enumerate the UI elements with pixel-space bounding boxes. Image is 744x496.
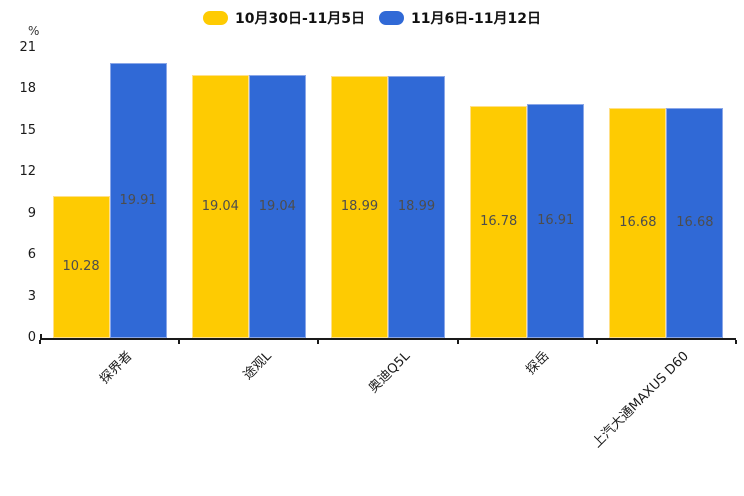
category-label: 探界者: [96, 348, 136, 388]
y-axis-tick-label: 3: [27, 288, 36, 304]
legend-item-1[interactable]: 11月6日-11月12日: [379, 8, 541, 28]
bar[interactable]: [666, 107, 724, 338]
legend: 10月30日-11月5日 11月6日-11月12日: [0, 8, 744, 28]
bar[interactable]: [248, 75, 306, 338]
x-axis-tick: [595, 340, 598, 344]
legend-swatch-icon: [203, 11, 228, 25]
y-axis-tick-label: 21: [19, 40, 36, 55]
bar[interactable]: [109, 63, 167, 338]
x-axis-tick: [178, 340, 181, 344]
category-label: 探岳: [523, 348, 553, 378]
category-label: 途观L: [240, 348, 275, 383]
x-axis-tick: [735, 340, 737, 344]
bar[interactable]: [527, 104, 585, 338]
legend-swatch-icon: [379, 11, 404, 25]
y-axis-tick-label: 18: [19, 81, 36, 97]
y-axis-tick-label: 15: [19, 122, 36, 138]
category-label: 奥迪Q5L: [366, 348, 414, 397]
y-axis-tick-label: 0: [27, 330, 36, 345]
bar[interactable]: [191, 75, 249, 338]
legend-label: 11月6日-11月12日: [411, 11, 541, 27]
y-axis-tick-label: 9: [27, 205, 36, 221]
y-axis-tick-label: 12: [19, 164, 36, 180]
x-axis-line: [40, 338, 736, 340]
bar[interactable]: [470, 106, 528, 338]
bar[interactable]: [52, 196, 110, 338]
legend-label: 10月30日-11月5日: [235, 11, 365, 27]
x-axis-tick: [317, 340, 320, 344]
y-axis-unit-label: %: [28, 24, 40, 38]
category-label: 上汽大通MAXUS D60: [589, 348, 692, 451]
bar[interactable]: [609, 107, 667, 338]
legend-item-0[interactable]: 10月30日-11月5日: [203, 8, 365, 28]
bar[interactable]: [388, 75, 445, 338]
y-axis-tick-label: 6: [27, 247, 36, 263]
axis-left-end-tick: [40, 334, 42, 338]
x-axis-tick: [456, 340, 459, 344]
bar[interactable]: [331, 75, 388, 338]
x-axis-tick: [39, 340, 41, 344]
